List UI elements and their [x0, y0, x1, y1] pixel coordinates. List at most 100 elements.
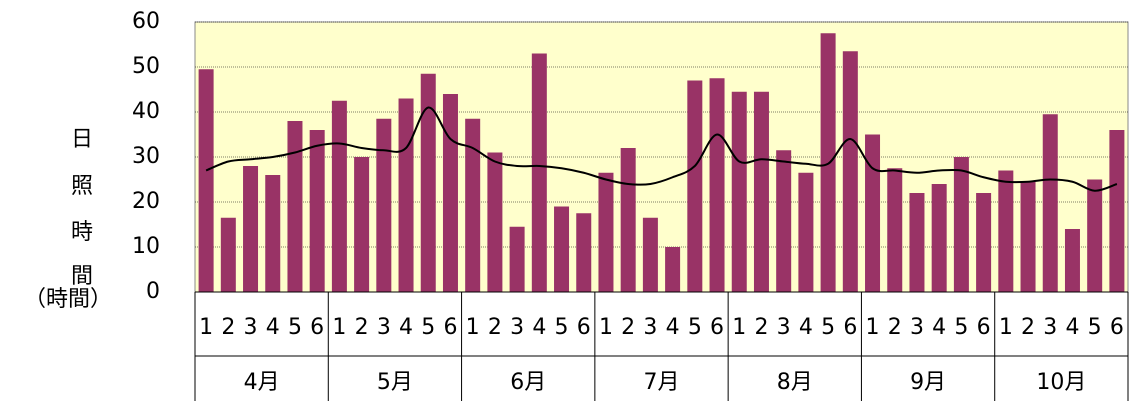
x-tick-label: 1: [332, 315, 346, 340]
bar: [1064, 229, 1080, 292]
x-tick-label: 5: [821, 315, 835, 340]
bar: [753, 91, 769, 292]
bar: [576, 213, 592, 292]
bar: [331, 100, 347, 292]
bar: [998, 170, 1014, 292]
bar: [1042, 114, 1058, 292]
x-tick-label: 2: [488, 315, 502, 340]
x-tick-label: 1: [466, 315, 480, 340]
x-tick-label: 6: [577, 315, 591, 340]
x-tick-label: 2: [621, 315, 635, 340]
group-label: 8月: [777, 370, 813, 395]
bar: [420, 73, 436, 292]
bar: [309, 130, 325, 292]
x-tick-label: 3: [910, 315, 924, 340]
x-tick-label: 1: [599, 315, 613, 340]
x-tick-label: 3: [244, 315, 258, 340]
group-label: 9月: [910, 370, 946, 395]
bar: [376, 118, 392, 292]
bar: [1087, 179, 1103, 292]
bar: [953, 157, 969, 292]
x-tick-label: 6: [710, 315, 724, 340]
bar: [1109, 130, 1125, 292]
y-axis-label: 時: [71, 220, 93, 245]
x-tick-label: 1: [732, 315, 746, 340]
x-tick-label: 3: [777, 315, 791, 340]
x-tick-label: 5: [421, 315, 435, 340]
x-tick-label: 6: [310, 315, 324, 340]
x-tick-label: 2: [1021, 315, 1035, 340]
x-tick-label: 1: [999, 315, 1013, 340]
x-tick-label: 2: [355, 315, 369, 340]
bar: [531, 53, 547, 292]
bar: [198, 69, 214, 292]
x-tick-label: 4: [666, 315, 680, 340]
bar: [909, 193, 925, 292]
y-tick-label: 40: [132, 99, 160, 124]
bar: [465, 118, 481, 292]
x-tick-label: 3: [377, 315, 391, 340]
x-tick-label: 2: [221, 315, 235, 340]
x-tick-label: 6: [843, 315, 857, 340]
bar: [865, 134, 881, 292]
bar: [287, 121, 303, 292]
bar: [842, 51, 858, 292]
x-tick-label: 6: [1110, 315, 1124, 340]
bar: [509, 226, 525, 292]
x-tick-label: 6: [443, 315, 457, 340]
bar: [220, 217, 236, 292]
y-tick-label: 0: [146, 279, 160, 304]
x-tick-label: 1: [199, 315, 213, 340]
x-tick-label: 1: [866, 315, 880, 340]
x-tick-label: 3: [643, 315, 657, 340]
x-tick-label: 4: [532, 315, 546, 340]
bar: [687, 80, 703, 292]
x-tick-label: 5: [555, 315, 569, 340]
bar: [554, 206, 570, 292]
y-tick-label: 30: [132, 144, 160, 169]
y-axis-label: 日: [71, 127, 93, 152]
x-tick-label: 3: [510, 315, 524, 340]
x-tick-label: 2: [888, 315, 902, 340]
bar: [887, 168, 903, 292]
bar: [776, 150, 792, 292]
bar: [798, 172, 814, 292]
group-label: 6月: [510, 370, 546, 395]
x-tick-label: 4: [1065, 315, 1079, 340]
bar: [642, 217, 658, 292]
bar: [1020, 181, 1036, 292]
group-label: 5月: [377, 370, 413, 395]
group-label: 7月: [644, 370, 680, 395]
bar: [976, 193, 992, 292]
x-tick-label: 4: [932, 315, 946, 340]
bar: [487, 152, 503, 292]
bar: [598, 172, 614, 292]
y-axis-label: 間: [71, 264, 93, 289]
y-axis-label: （時間）: [24, 287, 112, 312]
group-label: 4月: [244, 370, 280, 395]
x-tick-label: 5: [1088, 315, 1102, 340]
x-tick-label: 2: [754, 315, 768, 340]
bar: [398, 98, 414, 292]
bar: [709, 78, 725, 292]
x-tick-label: 4: [399, 315, 413, 340]
bar: [442, 94, 458, 292]
y-axis-label: 照: [71, 174, 93, 199]
x-tick-label: 5: [288, 315, 302, 340]
x-tick-label: 4: [266, 315, 280, 340]
x-tick-label: 5: [954, 315, 968, 340]
bar: [665, 247, 681, 292]
bar: [931, 184, 947, 292]
normal-line: [205, 106, 1118, 192]
x-tick-label: 3: [1043, 315, 1057, 340]
x-tick-label: 6: [977, 315, 991, 340]
y-tick-label: 10: [132, 234, 160, 259]
x-tick-label: 4: [799, 315, 813, 340]
bar: [265, 175, 281, 292]
group-label: 10月: [1036, 370, 1086, 395]
bar: [731, 91, 747, 292]
y-tick-label: 50: [132, 54, 160, 79]
bar: [620, 148, 636, 292]
y-tick-label: 60: [132, 9, 160, 34]
